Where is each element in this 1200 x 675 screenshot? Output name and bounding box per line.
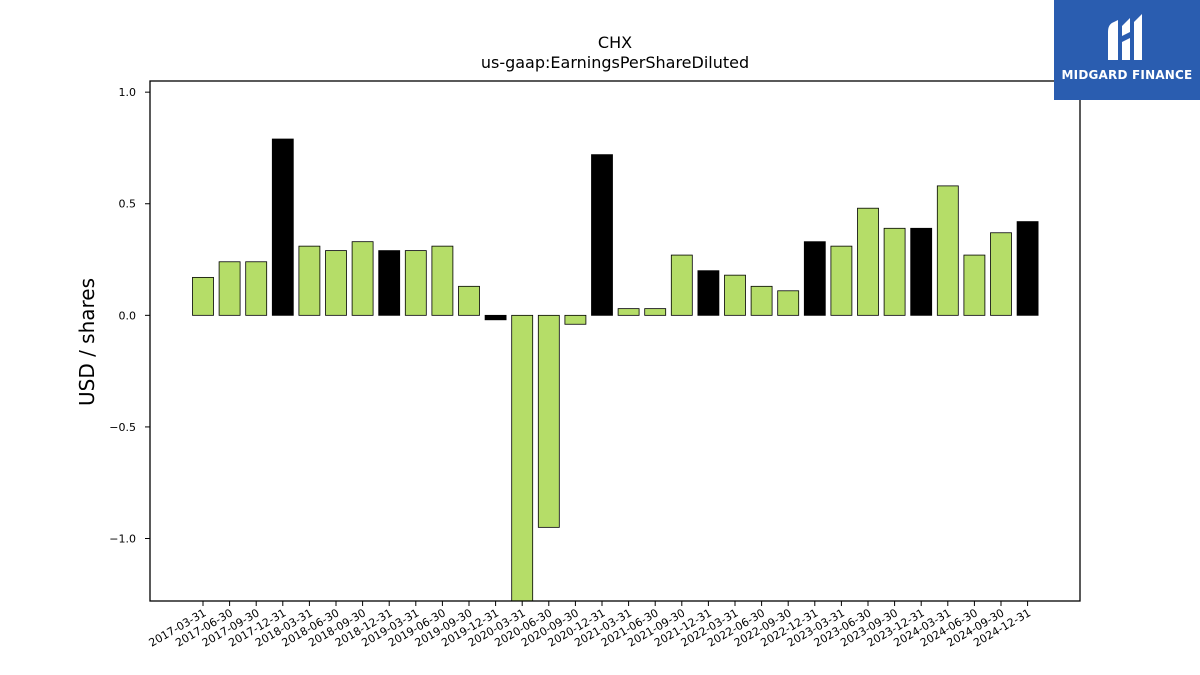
bar-2019-12-31	[484, 314, 507, 321]
bar-2021-12-31	[697, 270, 720, 316]
bar-2019-09-30	[458, 285, 480, 316]
bar-2024-06-30	[963, 254, 986, 316]
bar-2022-12-31	[803, 241, 826, 316]
bar-2018-09-30	[351, 241, 374, 316]
y-tick-label: −0.5	[109, 421, 136, 434]
chart-subtitle: us-gaap:EarningsPerShareDiluted	[481, 53, 749, 72]
bar-2020-06-30	[537, 314, 560, 528]
y-axis: 1.0 0.5 0.0 −0.5 −1.0	[109, 86, 150, 546]
bar-2024-09-30	[990, 232, 1012, 316]
bar-2020-03-31	[511, 314, 534, 602]
bar-2017-06-30	[218, 261, 241, 316]
bar-2018-06-30	[325, 250, 347, 316]
bar-2017-12-31	[271, 138, 294, 316]
plot-frame	[149, 80, 1081, 602]
bar-2022-09-30	[777, 290, 800, 316]
logo-text: MIDGARD FINANCE	[1061, 68, 1193, 82]
bars	[192, 138, 1039, 602]
bar-2023-12-31	[910, 227, 933, 316]
bar-2020-12-31	[591, 154, 613, 316]
bar-2017-03-31	[192, 276, 214, 316]
bar-2023-03-31	[830, 245, 853, 316]
y-tick-label: 0.5	[119, 198, 137, 211]
bar-2021-03-31	[617, 308, 640, 316]
y-tick-label: 1.0	[119, 86, 137, 99]
bar-2024-03-31	[936, 185, 959, 316]
y-tick-label: 0.0	[119, 309, 137, 322]
bar-2017-09-30	[245, 261, 268, 316]
bar-2021-09-30	[670, 254, 693, 316]
x-axis: 2017-03-312017-06-302017-09-302017-12-31…	[147, 601, 1033, 650]
brand-logo: MIDGARD FINANCE	[1054, 0, 1200, 100]
bar-2023-06-30	[857, 207, 879, 316]
bar-2019-03-31	[404, 250, 427, 316]
bar-2023-09-30	[883, 227, 906, 316]
bar-2024-12-31	[1016, 221, 1039, 316]
bar-2019-06-30	[431, 245, 454, 316]
bar-2018-12-31	[378, 250, 401, 316]
bar-2018-03-31	[298, 245, 321, 316]
bar-2022-03-31	[724, 274, 746, 316]
bar-2020-09-30	[564, 314, 587, 325]
y-axis-label: USD / shares	[75, 278, 99, 406]
bar-2021-06-30	[644, 308, 667, 316]
y-tick-label: −1.0	[109, 533, 136, 546]
chart-title: CHX	[598, 33, 632, 52]
bar-2022-06-30	[750, 285, 773, 316]
midgard-logo-icon	[1108, 14, 1142, 60]
